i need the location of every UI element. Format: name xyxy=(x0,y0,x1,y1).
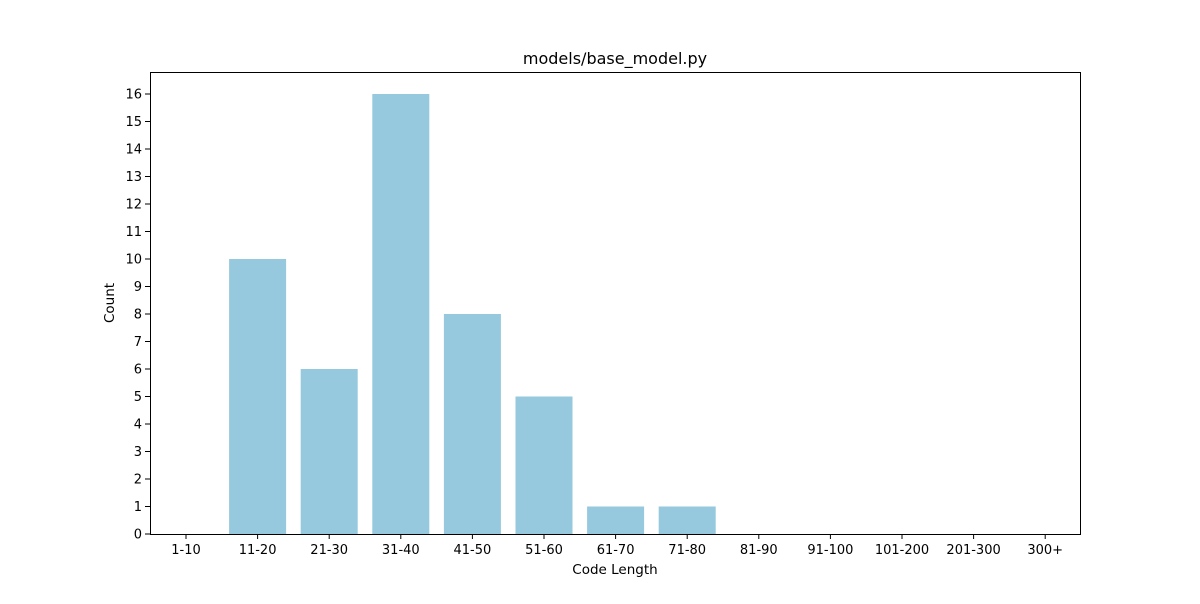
y-tick-label: 1 xyxy=(134,500,142,515)
x-ticks-group: 1-10 11-20 21-30 31-40 41-50 51-60 61-70 71-80 8… xyxy=(171,534,1063,558)
bar-61-70 xyxy=(587,506,645,534)
x-tick-label: 51-60 xyxy=(525,543,563,558)
x-tick-label: 61-70 xyxy=(597,543,635,558)
y-tick-label: 4 xyxy=(134,418,142,433)
y-tick-label: 6 xyxy=(134,363,142,378)
bars-group xyxy=(229,94,716,534)
x-tick-label: 11-20 xyxy=(239,543,277,558)
y-axis-label: Count xyxy=(102,283,118,323)
y-tick-label: 10 xyxy=(125,253,142,268)
x-axis-label: Code Length xyxy=(572,562,657,578)
y-tick-label: 5 xyxy=(134,390,142,405)
y-tick-label: 0 xyxy=(134,528,142,543)
y-tick-label: 11 xyxy=(125,225,142,240)
x-tick-label: 41-50 xyxy=(454,543,492,558)
y-tick-label: 7 xyxy=(134,335,142,350)
x-tick-label: 21-30 xyxy=(310,543,348,558)
bar-11-20 xyxy=(229,259,287,534)
y-tick-label: 9 xyxy=(134,280,142,295)
x-tick-label: 101-200 xyxy=(875,543,929,558)
y-tick-label: 8 xyxy=(134,308,142,323)
x-tick-label: 1-10 xyxy=(171,543,201,558)
y-tick-label: 13 xyxy=(125,170,142,185)
bar-31-40 xyxy=(372,94,430,534)
chart-title: models/base_model.py xyxy=(523,49,707,69)
y-tick-label: 12 xyxy=(125,198,142,213)
x-tick-label: 71-80 xyxy=(668,543,706,558)
x-tick-label: 91-100 xyxy=(807,543,853,558)
x-tick-label: 81-90 xyxy=(740,543,778,558)
x-tick-label: 31-40 xyxy=(382,543,420,558)
bar-51-60 xyxy=(515,396,573,534)
bar-21-30 xyxy=(300,369,358,534)
y-tick-label: 15 xyxy=(125,115,142,130)
x-tick-label: 201-300 xyxy=(946,543,1000,558)
y-tick-label: 14 xyxy=(125,143,142,158)
plot-frame xyxy=(150,72,1081,535)
bar-41-50 xyxy=(443,314,501,534)
y-tick-label: 2 xyxy=(134,473,142,488)
bar-71-80 xyxy=(658,506,716,534)
y-tick-label: 3 xyxy=(134,445,142,460)
y-tick-label: 16 xyxy=(125,88,142,103)
x-tick-label: 300+ xyxy=(1027,543,1063,558)
